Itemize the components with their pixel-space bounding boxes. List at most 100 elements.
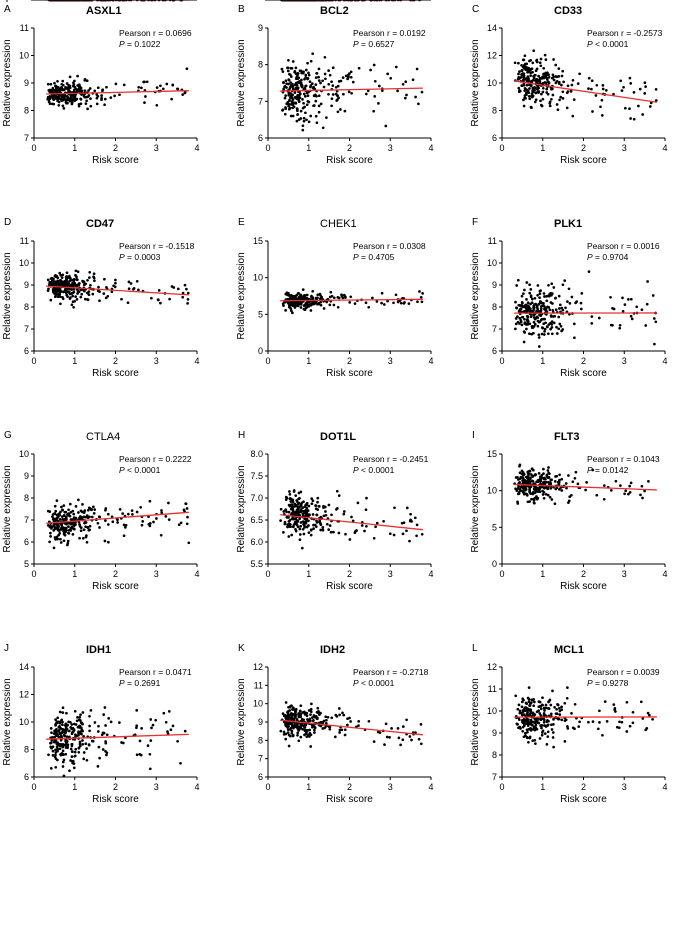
y-tick-label: 15: [253, 236, 263, 246]
data-point: [295, 499, 299, 502]
data-point: [623, 492, 626, 496]
data-point: [293, 302, 296, 306]
data-point: [527, 305, 530, 308]
data-point: [558, 322, 562, 326]
x-tick-label: 2: [347, 356, 352, 366]
data-point: [336, 296, 340, 299]
data-point: [72, 512, 76, 516]
data-point: [106, 523, 110, 526]
data-point: [74, 516, 78, 520]
p-value-annotation: P = 0.2691: [119, 678, 161, 688]
data-point: [83, 509, 87, 512]
data-point: [286, 712, 290, 715]
data-point: [620, 720, 624, 724]
data-point: [88, 729, 91, 733]
data-point: [55, 513, 59, 517]
data-point: [372, 536, 376, 540]
data-point: [303, 712, 307, 716]
data-point: [550, 723, 553, 727]
data-point: [555, 332, 559, 335]
data-point: [544, 477, 547, 481]
y-tick-label: 9: [24, 471, 29, 481]
data-point: [372, 740, 376, 743]
data-point: [71, 750, 74, 754]
data-point: [291, 60, 295, 63]
data-point: [567, 287, 571, 291]
data-point: [532, 498, 536, 502]
data-point: [303, 733, 306, 737]
data-point: [66, 295, 69, 299]
data-point: [102, 713, 106, 716]
data-point: [388, 736, 391, 739]
data-point: [54, 718, 57, 721]
data-point: [100, 94, 103, 97]
data-point: [399, 743, 402, 747]
data-point: [527, 473, 530, 477]
data-point: [81, 742, 85, 746]
data-point: [631, 721, 635, 725]
data-point: [126, 512, 130, 516]
data-point: [349, 75, 353, 79]
data-point: [292, 708, 296, 711]
p-value-annotation: P < 0.0001: [353, 465, 395, 475]
data-point: [287, 78, 291, 81]
data-point: [72, 88, 76, 92]
pearson-value: -0.2451: [400, 454, 429, 464]
data-point: [514, 694, 518, 698]
data-point: [596, 727, 600, 731]
data-point: [371, 296, 374, 300]
y-tick-label: 8: [492, 750, 497, 760]
data-point: [319, 720, 323, 724]
data-point: [543, 732, 547, 735]
y-axis-label: Relative expression: [2, 39, 13, 126]
data-point: [529, 492, 533, 495]
data-point: [294, 77, 298, 81]
data-point: [310, 497, 314, 500]
data-point: [73, 299, 77, 303]
data-points: [514, 270, 658, 348]
x-tick-label: 3: [154, 569, 159, 579]
data-point: [60, 515, 64, 518]
data-point: [325, 522, 329, 526]
data-point: [58, 512, 61, 515]
data-point: [295, 119, 299, 123]
y-tick-label: 10: [487, 486, 497, 496]
data-point: [62, 504, 66, 507]
data-point: [306, 733, 310, 737]
data-point: [309, 528, 313, 532]
pearson-prefix: Pearson r =: [587, 454, 634, 464]
p-value: = 0.0003: [125, 252, 161, 262]
data-point: [281, 109, 284, 112]
data-point: [55, 517, 58, 521]
data-point: [609, 295, 612, 299]
y-axis-label: Relative expression: [236, 252, 247, 339]
data-point: [288, 716, 291, 719]
data-point: [58, 742, 62, 746]
data-point: [100, 98, 103, 102]
data-point: [565, 696, 569, 700]
y-tick-label: 11: [488, 236, 497, 246]
data-point: [521, 477, 525, 480]
data-point: [520, 304, 523, 307]
panel-letter: B: [238, 4, 245, 15]
data-point: [301, 288, 305, 291]
data-point: [539, 480, 542, 483]
p-value-annotation: P = 0.4705: [353, 252, 395, 262]
data-point: [104, 296, 108, 300]
chart-title: IDH1: [86, 644, 111, 656]
p-value: < 0.0001: [359, 465, 395, 475]
data-point: [77, 498, 80, 502]
data-point: [58, 747, 62, 751]
data-point: [522, 718, 526, 721]
data-point: [330, 104, 333, 108]
data-point: [285, 510, 288, 514]
data-point: [303, 304, 307, 307]
data-point: [537, 700, 541, 703]
data-point: [70, 755, 74, 758]
y-tick-label: 12: [487, 662, 497, 672]
data-point: [103, 277, 106, 281]
data-point: [317, 75, 320, 79]
pearson-r-annotation: Pearson r = 0.0192: [353, 28, 426, 38]
data-point: [528, 283, 531, 287]
